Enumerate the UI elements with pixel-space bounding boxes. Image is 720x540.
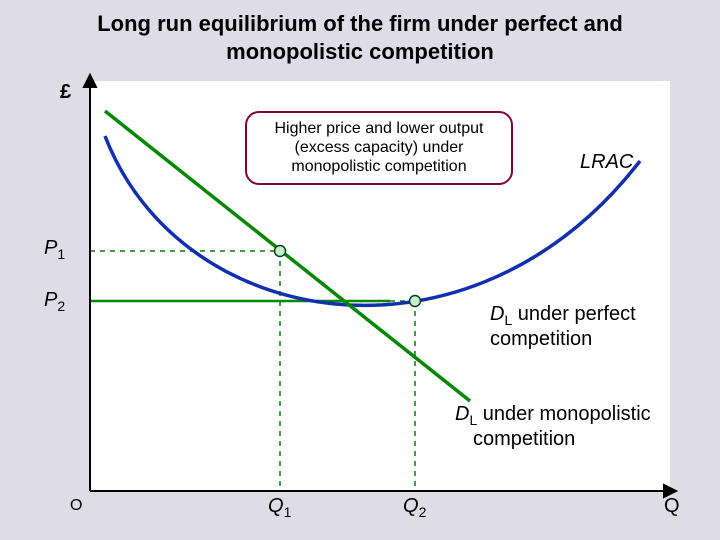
- dl-perfect-label: DL under perfect competition: [490, 303, 636, 351]
- origin-label: O: [70, 497, 82, 515]
- callout-box: Higher price and lower output (excess ca…: [245, 111, 513, 185]
- p1-label: P1: [44, 237, 65, 262]
- callout-line3: monopolistic competition: [259, 157, 499, 176]
- chart-area: £ P1 P2 O Q1 Q2 Q Higher price and lower…: [50, 71, 690, 521]
- q1-label: Q1: [268, 495, 291, 520]
- point-e2: [410, 296, 421, 307]
- lrac-label: LRAC: [580, 151, 633, 174]
- page-title: Long run equilibrium of the firm under p…: [0, 0, 720, 71]
- q2-label: Q2: [403, 495, 426, 520]
- callout-line2: (excess capacity) under: [259, 138, 499, 157]
- y-axis-currency-label: £: [60, 81, 71, 104]
- dl-monopolistic-label: DL under monopolistic competition: [455, 403, 651, 451]
- p2-label: P2: [44, 289, 65, 314]
- point-e1: [275, 246, 286, 257]
- x-axis-label: Q: [664, 495, 680, 518]
- callout-line1: Higher price and lower output: [259, 119, 499, 138]
